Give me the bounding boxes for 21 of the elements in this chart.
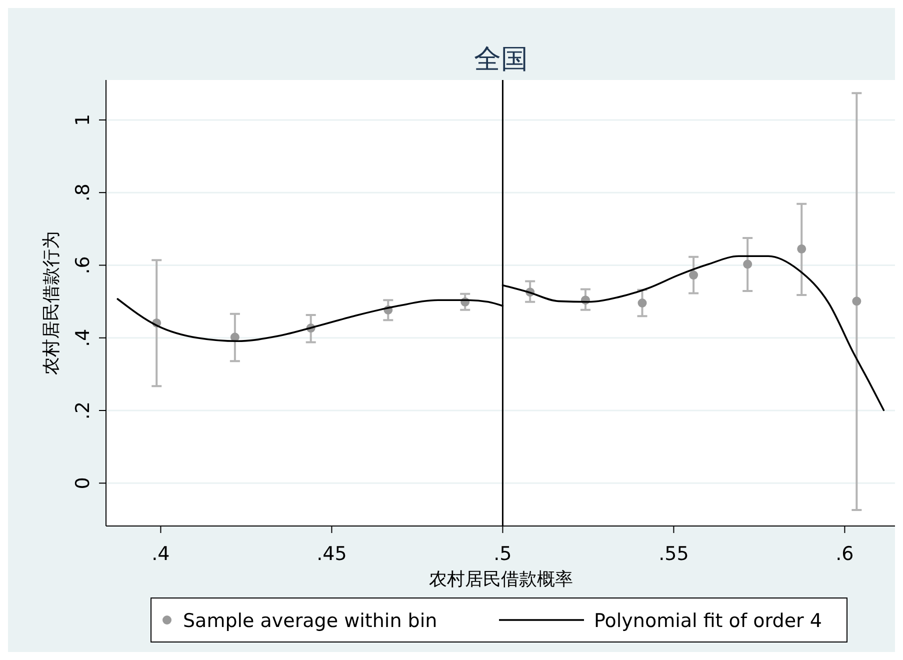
point <box>797 244 806 254</box>
x-axis-title: 农村居民借款概率 <box>429 569 573 590</box>
legend-label: Sample average within bin <box>183 610 438 632</box>
point <box>689 270 698 280</box>
x-tick-label: .55 <box>658 543 689 565</box>
y-tick-label: .8 <box>72 184 94 202</box>
y-axis-title: 农村居民借款行为 <box>41 231 62 375</box>
x-tick-label: .6 <box>836 543 854 565</box>
point <box>852 296 862 306</box>
y-tick-label: .2 <box>72 401 94 420</box>
x-tick-label: .4 <box>152 543 170 565</box>
x-tick-label: .5 <box>494 543 512 565</box>
y-tick-label: .4 <box>72 328 94 347</box>
chart-title: 全国 <box>474 44 528 75</box>
legend-label: Polynomial fit of order 4 <box>594 610 822 632</box>
point <box>638 298 647 308</box>
y-tick-label: 0 <box>72 477 94 490</box>
x-tick-label: .45 <box>316 543 347 565</box>
point <box>743 260 752 269</box>
y-tick-label: .6 <box>72 256 94 274</box>
y-tick-label: 1 <box>72 114 94 126</box>
